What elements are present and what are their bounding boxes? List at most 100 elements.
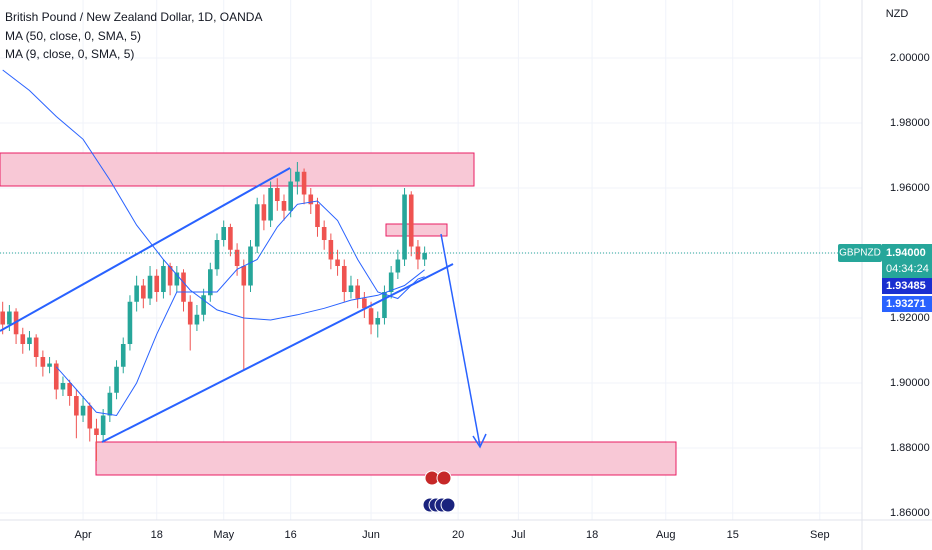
candle-body <box>254 204 260 247</box>
candle-body <box>348 285 354 293</box>
candle-body <box>53 363 59 390</box>
candle-body <box>0 311 5 325</box>
symbol-tag-bg <box>838 244 882 263</box>
candle-body <box>33 337 39 358</box>
candle-body <box>100 415 106 436</box>
countdown: 04:34:24 <box>886 263 929 275</box>
candle-body <box>214 240 220 270</box>
trend-lines <box>0 167 487 449</box>
x-tick-label: May <box>213 529 234 541</box>
candle-body <box>288 181 293 211</box>
drawings <box>0 152 677 476</box>
symbol-tag: GBPNZD <box>839 248 881 259</box>
candle-body <box>80 405 86 416</box>
y-tick-label: 1.86000 <box>890 507 930 519</box>
candle-body <box>328 240 334 260</box>
candle-body <box>228 227 233 250</box>
candle-body <box>114 366 119 393</box>
candle-body <box>422 253 427 260</box>
candle-body <box>20 334 26 345</box>
lower-channel <box>101 263 454 443</box>
candle-body <box>355 285 360 299</box>
event-icon <box>436 470 452 486</box>
candle-body <box>94 428 99 436</box>
x-tick-label: Aug <box>656 529 676 541</box>
candle-body <box>134 285 139 302</box>
y-tick-label: 2.00000 <box>890 52 930 64</box>
x-tick-label: 18 <box>586 529 598 541</box>
candle-body <box>341 266 347 293</box>
arrow-head <box>472 433 487 449</box>
candle-body <box>281 201 287 211</box>
candle-body <box>7 311 12 325</box>
candle-body <box>301 171 307 195</box>
y-tick-label: 1.92000 <box>890 312 930 324</box>
x-tick-label: Sep <box>810 529 830 541</box>
candle-body <box>308 194 314 205</box>
moving-average <box>2 69 425 321</box>
candle-body <box>161 266 166 293</box>
candle-body <box>141 285 146 299</box>
candle-body <box>268 188 273 221</box>
candle-body <box>408 194 414 247</box>
candle-body <box>181 272 186 302</box>
y-tick-label: 1.98000 <box>890 117 930 129</box>
x-tick-label: 15 <box>727 529 739 541</box>
candle-body <box>375 318 381 325</box>
ma-tag-bg <box>882 278 932 295</box>
candle-body <box>335 259 340 267</box>
legend-entry: MA (50, close, 0, SMA, 5) <box>5 29 141 43</box>
candle-body <box>315 204 320 228</box>
event-icons <box>422 470 456 513</box>
candle-body <box>127 301 133 345</box>
candle-body <box>241 266 247 286</box>
candle-body <box>107 392 113 416</box>
x-tick-label: Apr <box>74 529 91 541</box>
candle-body <box>221 227 227 241</box>
x-tick-label: 20 <box>452 529 464 541</box>
candle-body <box>234 249 240 267</box>
target-zone <box>95 441 677 476</box>
y-tick-label: 1.90000 <box>890 377 930 389</box>
candle-body <box>74 396 79 416</box>
x-tick-label: Jun <box>362 529 380 541</box>
candle-body <box>47 363 52 367</box>
x-tick-label: Jul <box>511 529 525 541</box>
candle-body <box>295 171 300 182</box>
forecast-arrow <box>440 233 481 447</box>
candle-body <box>154 275 160 293</box>
candle-body <box>120 344 126 367</box>
x-tick-label: 16 <box>285 529 297 541</box>
y-tick-label: 1.88000 <box>890 442 930 454</box>
y-tick-label: 1.96000 <box>890 182 930 194</box>
candle-body <box>60 383 66 390</box>
candle-body <box>248 246 253 286</box>
candle-body <box>167 266 173 286</box>
event-icon <box>440 497 456 513</box>
candle-body <box>261 204 267 221</box>
candle-body <box>27 337 32 345</box>
price-tags: GBPNZD 1.94000 04:34:24 1.93485 1.93271 <box>838 244 932 313</box>
candle-body <box>368 308 374 325</box>
candle-body <box>395 259 401 273</box>
candle-body <box>67 383 72 397</box>
candle-body <box>187 301 193 325</box>
candle-body <box>40 357 46 367</box>
candle-body <box>382 292 387 319</box>
moving-average <box>55 200 425 417</box>
candle-body <box>174 272 180 286</box>
candle-body <box>362 298 367 309</box>
candle-body <box>147 275 153 299</box>
candle-body <box>201 295 206 315</box>
ma-tag: 1.93271 <box>886 298 926 310</box>
price-tag-bg <box>882 244 932 279</box>
candle-body <box>402 194 407 260</box>
grid <box>0 0 862 520</box>
candle-body <box>87 405 93 429</box>
candle-body <box>321 227 327 241</box>
candle-body <box>208 269 213 296</box>
currency-label: NZD <box>886 8 909 20</box>
chart-title: British Pound / New Zealand Dollar, 1D, … <box>5 10 262 24</box>
ma-tag-bg <box>882 296 932 313</box>
